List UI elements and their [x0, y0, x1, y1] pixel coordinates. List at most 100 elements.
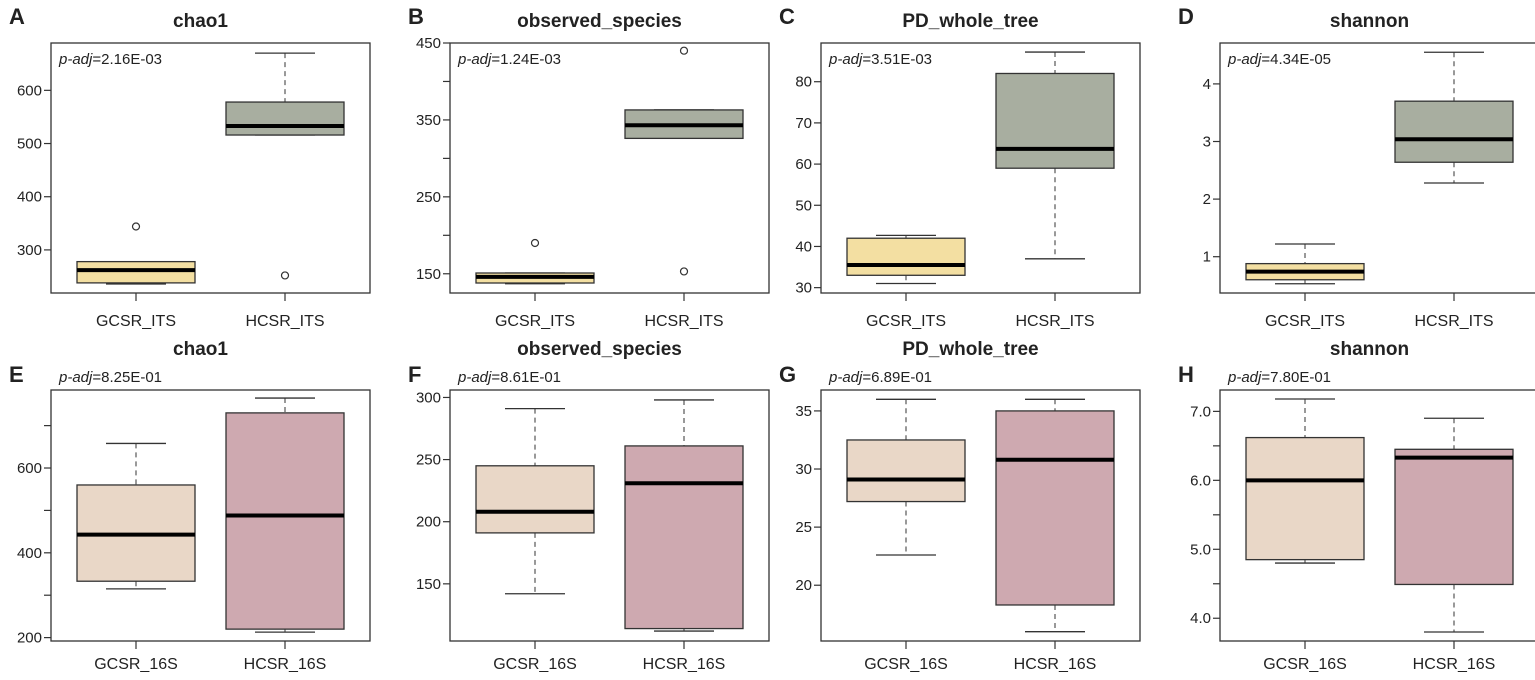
- y-tick-label: 3: [1203, 134, 1211, 151]
- x-tick-label: GCSR_16S: [864, 656, 948, 673]
- box-gcsr-16s: GCSR_16S: [1245, 398, 1365, 673]
- p-adj-label: p-adj: [457, 369, 492, 386]
- y-tick-label: 70: [795, 115, 812, 132]
- p-adj-label: p-adj: [58, 369, 93, 386]
- iqr-box: [475, 465, 595, 534]
- box-gcsr-16s: GCSR_16S: [475, 407, 595, 673]
- p-adj-value: 7.80E-01: [1270, 369, 1331, 386]
- panel-title: shannon: [1330, 11, 1409, 32]
- p-adj-annotation: p-adj=2.16E-03: [58, 51, 162, 68]
- p-adj-value: 6.89E-01: [871, 369, 932, 386]
- outlier-point: [280, 271, 290, 280]
- box-gcsr-its: GCSR_ITS: [475, 238, 595, 330]
- panel-letter: A: [9, 4, 25, 29]
- panel-title: PD_whole_tree: [902, 339, 1038, 360]
- y-tick-label: 600: [17, 82, 42, 99]
- panel-letter: B: [408, 4, 424, 29]
- y-tick-label: 400: [17, 189, 42, 206]
- panel-letter: H: [1178, 362, 1194, 387]
- p-adj-value: 8.25E-01: [101, 369, 162, 386]
- p-adj-value: 8.61E-01: [500, 369, 561, 386]
- p-adj-annotation: p-adj=4.34E-05: [1227, 51, 1331, 68]
- y-tick-label: 300: [17, 242, 42, 259]
- y-tick-label: 7.0: [1190, 403, 1211, 420]
- x-tick-label: GCSR_16S: [94, 656, 178, 673]
- y-tick-label: 200: [416, 514, 441, 531]
- iqr-box: [225, 101, 345, 136]
- box-gcsr-16s: GCSR_16S: [846, 398, 966, 673]
- y-tick-label: 450: [416, 35, 441, 52]
- panel-title: PD_whole_tree: [902, 11, 1038, 32]
- y-tick-label: 400: [17, 545, 42, 562]
- box-hcsr-16s: HCSR_16S: [995, 398, 1115, 673]
- p-adj-label: p-adj: [1227, 369, 1262, 386]
- y-tick-label: 500: [17, 136, 42, 153]
- x-tick-label: HCSR_16S: [643, 656, 726, 673]
- iqr-box: [1394, 100, 1514, 163]
- p-adj-annotation: p-adj=8.25E-01: [58, 369, 162, 386]
- y-tick-label: 35: [795, 403, 812, 420]
- plot-frame: [820, 42, 1141, 294]
- outlier-point: [679, 46, 689, 55]
- x-tick-label: GCSR_16S: [1263, 656, 1347, 673]
- panel-g: G PD_whole_tree p-adj=6.89E-01 20 25 30 35 GCSR…: [779, 339, 1141, 673]
- p-adj-separator: =: [1261, 51, 1270, 68]
- box-gcsr-its: GCSR_ITS: [846, 234, 966, 330]
- y-tick-label: 60: [795, 156, 812, 173]
- y-tick-label: 50: [795, 197, 812, 214]
- y-tick-label: 150: [416, 576, 441, 593]
- y-tick-label: 200: [17, 630, 42, 647]
- p-adj-annotation: p-adj=1.24E-03: [457, 51, 561, 68]
- p-adj-separator: =: [92, 369, 101, 386]
- box-hcsr-its: HCSR_ITS: [624, 46, 744, 330]
- panel-title: observed_species: [517, 339, 682, 360]
- p-adj-label: p-adj: [58, 51, 93, 68]
- p-adj-separator: =: [1261, 369, 1270, 386]
- y-tick-label: 25: [795, 519, 812, 536]
- p-adj-separator: =: [491, 369, 500, 386]
- p-adj-value: 1.24E-03: [500, 51, 561, 68]
- plot-frame: [449, 389, 770, 642]
- y-tick-label: 150: [416, 266, 441, 283]
- iqr-box: [995, 410, 1115, 606]
- iqr-box: [225, 412, 345, 630]
- y-tick-label: 30: [795, 461, 812, 478]
- p-adj-separator: =: [862, 369, 871, 386]
- p-adj-separator: =: [862, 51, 871, 68]
- plot-frame: [50, 389, 371, 642]
- y-tick-label: 5.0: [1190, 541, 1211, 558]
- x-tick-label: GCSR_16S: [493, 656, 577, 673]
- box-hcsr-its: HCSR_ITS: [225, 52, 345, 330]
- panel-title: chao1: [173, 339, 228, 360]
- panel-letter: F: [408, 362, 421, 387]
- box-gcsr-its: GCSR_ITS: [76, 222, 196, 330]
- box-hcsr-its: HCSR_ITS: [995, 51, 1115, 330]
- y-tick-label: 2: [1203, 191, 1211, 208]
- p-adj-label: p-adj: [828, 51, 863, 68]
- x-tick-label: GCSR_ITS: [1265, 313, 1345, 330]
- iqr-box: [1394, 448, 1514, 586]
- x-tick-label: HCSR_ITS: [1015, 313, 1094, 330]
- outlier-point: [679, 267, 689, 276]
- plot-frame: [1219, 42, 1535, 294]
- x-tick-label: HCSR_16S: [244, 656, 327, 673]
- x-tick-label: HCSR_16S: [1413, 656, 1496, 673]
- p-adj-annotation: p-adj=6.89E-01: [828, 369, 932, 386]
- panel-letter: E: [9, 362, 24, 387]
- y-tick-label: 30: [795, 280, 812, 297]
- p-adj-value: 3.51E-03: [871, 51, 932, 68]
- y-tick-label: 4.0: [1190, 610, 1211, 627]
- y-tick-label: 80: [795, 74, 812, 91]
- outlier-point: [131, 222, 141, 231]
- iqr-box: [995, 72, 1115, 169]
- y-tick-label: 300: [416, 389, 441, 406]
- x-tick-label: GCSR_ITS: [96, 313, 176, 330]
- plot-frame: [1219, 389, 1535, 642]
